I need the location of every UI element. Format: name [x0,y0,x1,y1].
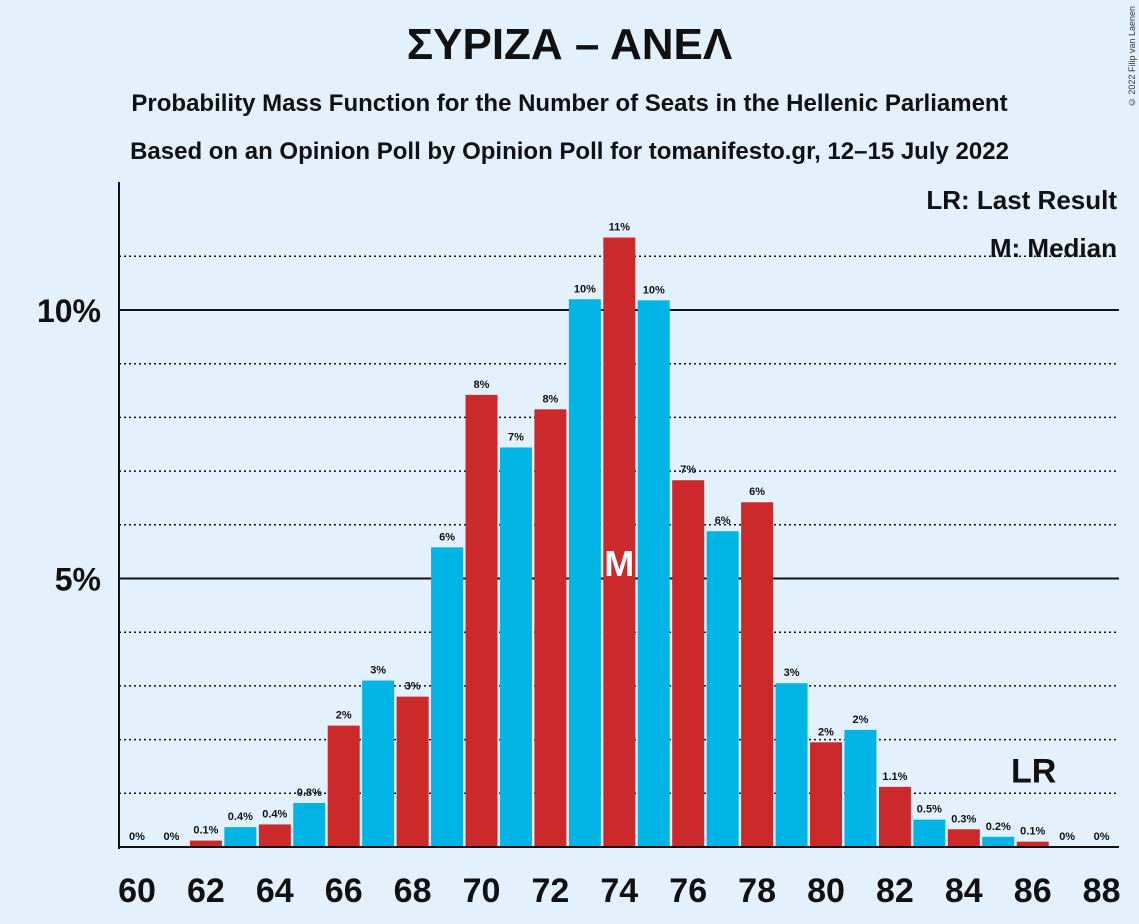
bar-seat-82 [878,786,911,847]
x-tick-label: 80 [807,872,845,910]
data-label-seat-84: 0.3% [951,813,976,825]
chart-title: ΣΥΡΙΖΑ – ΑΝΕΛ [406,20,733,69]
bar-seat-66 [327,725,360,847]
bar-seat-73 [568,299,601,847]
last-result-marker: LR [1011,753,1056,791]
chart-subtitle-1: Probability Mass Function for the Number… [131,90,1008,117]
data-label-seat-85: 0.2% [986,821,1011,833]
data-label-seat-86: 0.1% [1020,826,1045,838]
bar-seat-80 [810,742,842,847]
bar-seat-72 [534,409,567,847]
x-tick-label: 62 [187,872,225,910]
bar-seat-68 [396,696,429,847]
data-label-seat-73: 10% [574,283,596,295]
x-tick-label: 74 [600,872,638,910]
data-label-seat-80: 2% [818,726,834,738]
data-label-seat-75: 10% [643,284,665,296]
data-label-seat-61: 0% [163,831,179,843]
legend-last-result: LR: Last Result [926,185,1117,215]
bar-seat-63 [224,827,257,847]
bar-seat-76 [672,480,705,847]
bar-seat-77 [706,531,739,847]
bar-seat-74 [603,237,636,847]
data-label-seat-71: 7% [508,431,524,443]
data-label-seat-64: 0.4% [262,808,287,820]
x-tick-label: 72 [531,872,569,910]
data-label-seat-63: 0.4% [228,811,253,823]
data-label-seat-60: 0% [129,831,145,843]
x-tick-label: 76 [669,872,707,910]
x-tick-label: 78 [738,872,776,910]
data-label-seat-78: 6% [749,486,765,498]
axes: 5% 10% 60 62 64 66 68 70 72 74 76 78 80 82 84 86 88 [37,182,1121,910]
data-label-seat-87: 0% [1059,831,1075,843]
x-tick-label: 84 [945,872,983,910]
data-label-seat-74: 11% [609,222,631,234]
bar-seat-86 [1016,841,1049,847]
data-label-seat-81: 2% [852,714,868,726]
bar-seat-70 [465,394,498,847]
data-label-seat-65: 0.8% [297,787,322,799]
chart-subtitle-2: Based on an Opinion Poll by Opinion Poll… [130,138,1009,165]
bar-seat-85 [982,836,1015,847]
bar-seat-71 [499,447,532,847]
bar-seat-64 [258,824,291,847]
x-tick-label: 60 [118,872,156,910]
x-tick-label: 68 [394,872,432,910]
bar-seat-84 [947,829,980,847]
x-tick-label: 70 [463,872,501,910]
data-label-seat-70: 8% [474,379,490,391]
data-label-seat-72: 8% [542,393,558,405]
bar-seat-78 [741,502,774,847]
bar-seat-75 [637,300,670,848]
data-label-seat-66: 2% [336,710,352,722]
x-tick-label: 66 [325,872,363,910]
data-label-seat-69: 6% [439,531,455,543]
bar-seat-69 [431,547,464,847]
data-labels: 0% 0% 0.1% 0.4% 0.4% 0.8% 2% 3% 3% 6% 8% 7% 8% 10% 11%… [129,222,1110,843]
x-tick-label: 86 [1014,872,1052,910]
data-label-seat-82: 1.1% [882,771,907,783]
y-tick-label: 10% [37,293,101,329]
bar-seat-67 [362,680,395,847]
data-label-seat-88: 0% [1094,831,1110,843]
x-tick-label: 88 [1083,872,1121,910]
x-tick-label: 82 [876,872,914,910]
bar-seat-62 [189,840,222,847]
data-label-seat-76: 7% [680,464,696,476]
bar-seat-81 [844,729,877,847]
bars [189,237,1049,848]
data-label-seat-77: 6% [715,515,731,527]
bar-seat-79 [775,683,808,847]
legend-median: M: Median [990,233,1117,263]
bar-seat-65 [293,802,326,847]
data-label-seat-67: 3% [370,665,386,677]
data-label-seat-79: 3% [784,667,800,679]
y-tick-label: 5% [55,562,101,598]
data-label-seat-83: 0.5% [917,804,942,816]
bar-seat-83 [913,819,946,847]
median-marker: M [604,543,634,584]
data-label-seat-62: 0.1% [193,825,218,837]
x-tick-label: 64 [256,872,294,910]
data-label-seat-68: 3% [405,681,421,693]
